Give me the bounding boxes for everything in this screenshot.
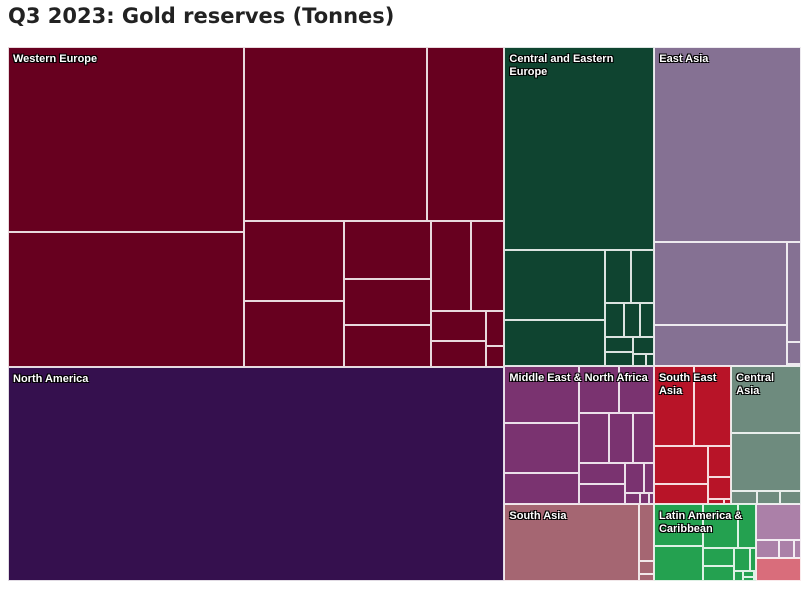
treemap-cell-east-asia[interactable] [654,47,801,242]
treemap-cell-latin-america-caribbean[interactable] [734,570,744,581]
treemap-cell-central-and-eastern-europe[interactable] [504,319,606,367]
treemap-cell-western-europe[interactable] [343,221,431,279]
treemap-cell-western-europe[interactable] [430,340,487,368]
treemap-cell-western-europe[interactable] [8,232,245,368]
treemap-cell-western-europe[interactable] [343,278,431,326]
treemap-cell-middle-east-north-africa[interactable] [504,473,579,504]
treemap-cell-western-europe[interactable] [486,311,505,347]
treemap-cell-sub-saharan-africa[interactable] [794,540,801,558]
treemap-cell-western-europe[interactable] [486,346,505,368]
treemap-cell-central-and-eastern-europe[interactable] [605,249,632,303]
treemap-cell-middle-east-north-africa[interactable] [633,413,654,463]
treemap-cell-central-and-eastern-europe[interactable] [624,302,640,338]
treemap-cell-central-and-eastern-europe[interactable] [504,249,606,320]
treemap-cell-middle-east-north-africa[interactable] [578,463,626,484]
treemap-cell-central-and-eastern-europe[interactable] [645,353,655,367]
treemap-cell-latin-america-caribbean[interactable] [749,548,757,571]
treemap-cell-latin-america-caribbean[interactable] [703,548,735,567]
treemap-cell-east-asia[interactable] [787,364,801,367]
treemap-cell-central-and-eastern-europe[interactable] [631,249,655,303]
treemap-cell-central-and-eastern-europe[interactable] [605,302,625,338]
treemap-cell-south-asia[interactable] [639,561,654,574]
treemap-cell-south-east-asia[interactable] [653,366,694,447]
treemap-cell-middle-east-north-africa[interactable] [578,366,619,414]
treemap-cell-middle-east-north-africa[interactable] [649,493,654,504]
treemap-cell-latin-america-caribbean[interactable] [738,503,757,549]
treemap-cell-western-europe[interactable] [343,325,431,368]
treemap-cell-central-and-eastern-europe[interactable] [633,337,655,354]
treemap-cell-middle-east-north-africa[interactable] [504,366,579,423]
treemap-cell-latin-america-caribbean[interactable] [734,548,750,571]
treemap-cell-east-asia[interactable] [787,341,801,365]
treemap-cell-central-asia[interactable] [757,491,781,504]
treemap-cell-middle-east-north-africa[interactable] [609,413,634,463]
treemap-cell-middle-east-north-africa[interactable] [504,422,579,474]
treemap-cell-east-asia[interactable] [654,241,788,325]
treemap-cell-south-asia[interactable] [639,503,654,562]
treemap-cell-central-asia[interactable] [731,433,801,492]
treemap-cell-latin-america-caribbean[interactable] [653,503,704,547]
treemap-cell-latin-america-caribbean[interactable] [703,503,739,549]
treemap-cell-middle-east-north-africa[interactable] [640,493,649,504]
treemap-cell-central-and-eastern-europe[interactable] [633,353,646,367]
treemap-cell-western-europe[interactable] [244,301,344,368]
treemap-cell-middle-east-north-africa[interactable] [618,366,654,414]
treemap-cell-south-east-asia[interactable] [693,366,732,447]
treemap-cell-south-east-asia[interactable] [708,446,732,477]
treemap-cell-western-europe[interactable] [244,221,344,302]
treemap-cell-central-and-eastern-europe[interactable] [639,302,655,338]
treemap-cell-central-and-eastern-europe[interactable] [504,47,655,250]
treemap-cell-middle-east-north-africa[interactable] [644,463,654,494]
treemap-cell-western-europe[interactable] [8,47,245,233]
treemap-cell-east-asia[interactable] [787,241,801,342]
treemap-cell-south-east-asia[interactable] [708,498,724,504]
treemap-cell-south-asia[interactable] [504,503,640,581]
treemap-cell-western-europe[interactable] [426,47,505,222]
treemap-cell-south-east-asia[interactable] [653,484,709,504]
treemap-cell-east-asia[interactable] [654,324,788,367]
treemap-cell-sub-saharan-africa[interactable] [756,503,801,540]
treemap-cell-central-asia[interactable] [731,491,758,504]
treemap-cell-latin-america-caribbean[interactable] [743,577,754,581]
chart-title: Q3 2023: Gold reserves (Tonnes) [8,4,395,28]
treemap-cell-western-europe[interactable] [244,47,427,222]
treemap-cell-middle-east-north-africa[interactable] [625,463,645,494]
treemap-cell-sub-saharan-africa[interactable] [778,540,795,558]
treemap-cell-middle-east-north-africa[interactable] [578,413,610,463]
treemap-cell-south-asia[interactable] [639,573,654,581]
treemap-cell-western-europe[interactable] [430,221,472,312]
treemap-cell-latin-america-caribbean[interactable] [653,546,704,581]
treemap-cell-central-asia[interactable] [731,366,801,434]
treemap-cell-western-europe[interactable] [430,311,487,341]
treemap-cell-south-east-asia[interactable] [723,498,732,504]
treemap-cell-middle-east-north-africa[interactable] [578,483,626,504]
treemap-cell-central-and-eastern-europe[interactable] [605,337,634,352]
treemap-cell-latin-america-caribbean[interactable] [743,570,754,578]
treemap-cell-north-america[interactable] [8,367,505,581]
treemap-cell-sub-saharan-africa[interactable] [756,540,779,558]
treemap-plot-area: Western Europe North America Central and E… [8,47,801,581]
treemap-cell-western-europe[interactable] [471,221,505,312]
treemap-cell-central-and-eastern-europe[interactable] [605,352,634,367]
treemap-cell-latin-america-caribbean[interactable] [703,566,735,581]
treemap-cell-oceania[interactable] [756,557,801,581]
treemap-cell-latin-america-caribbean[interactable] [753,570,757,581]
treemap-cell-middle-east-north-africa[interactable] [625,493,641,504]
treemap-cell-central-asia[interactable] [780,491,801,504]
treemap-cell-south-east-asia[interactable] [708,476,732,499]
treemap-cell-south-east-asia[interactable] [653,446,709,485]
